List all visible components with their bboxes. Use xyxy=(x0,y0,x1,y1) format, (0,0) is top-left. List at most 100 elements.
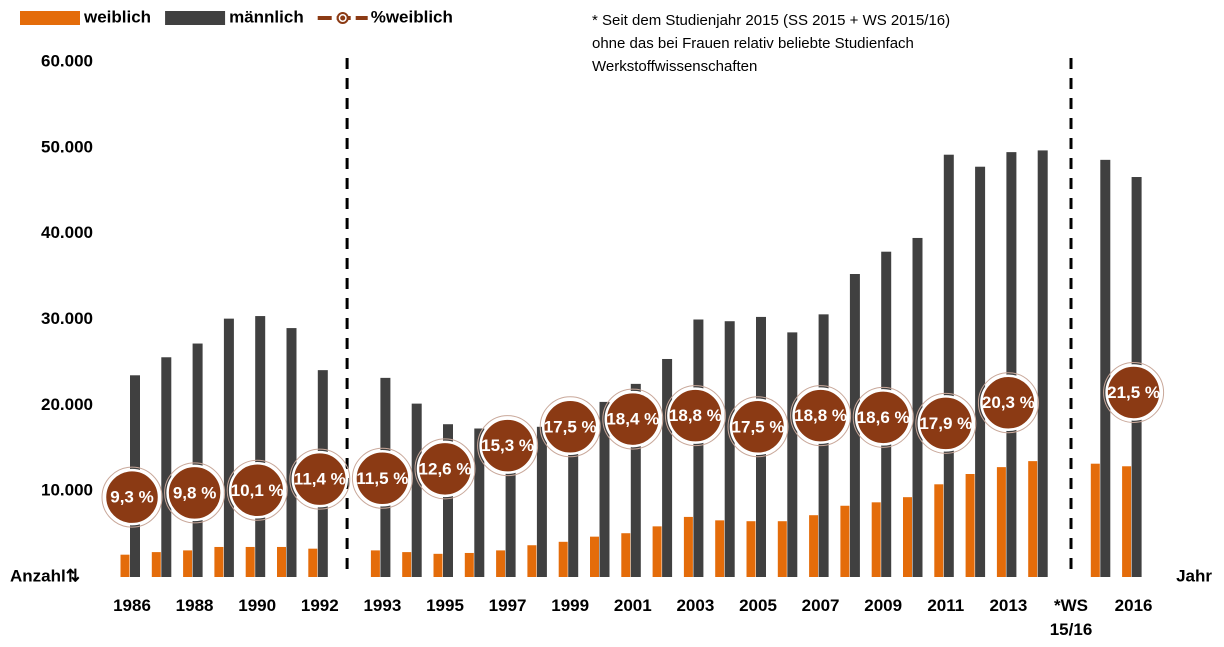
bar xyxy=(943,154,954,577)
legend-marker-core xyxy=(340,15,346,21)
annotation: Werkstoffwissenschaften xyxy=(592,58,757,75)
bar xyxy=(1122,466,1132,577)
bar xyxy=(871,502,881,577)
y-tick-label: 20.000 xyxy=(41,395,93,414)
bar xyxy=(527,545,537,577)
bar xyxy=(693,319,704,577)
percent-marker-ring xyxy=(664,385,726,447)
legend-label: weiblich xyxy=(83,7,151,26)
annotation: * Seit dem Studienjahr 2015 (SS 2015 + W… xyxy=(592,12,950,29)
bar xyxy=(599,401,610,577)
bar xyxy=(161,357,172,577)
bar xyxy=(965,474,975,577)
percent-marker-ring xyxy=(289,448,351,510)
percent-marker-ring xyxy=(727,396,789,458)
bar xyxy=(1028,461,1038,577)
bar xyxy=(912,237,923,578)
x-tick-label: *WS 15/16 xyxy=(1049,596,1093,639)
bar xyxy=(975,166,986,577)
x-tick-label: 2011 xyxy=(927,596,965,615)
bar xyxy=(151,552,161,577)
bar xyxy=(662,358,673,577)
legend-swatch xyxy=(20,11,80,25)
data-label: 15,3 % xyxy=(481,436,534,455)
percent-marker xyxy=(228,462,286,519)
percent-marker-ring xyxy=(852,386,914,448)
percent-marker xyxy=(479,417,536,474)
bar xyxy=(777,521,787,577)
percent-marker-ring xyxy=(101,466,163,528)
bar xyxy=(277,546,286,577)
x-tick-label: 2013 xyxy=(989,596,1028,615)
percent-marker xyxy=(854,389,912,446)
x-tick-label: 2003 xyxy=(676,596,715,615)
percent-marker-ring xyxy=(164,462,226,524)
percent-marker xyxy=(917,395,975,452)
percent-marker-ring xyxy=(977,372,1039,434)
percent-marker xyxy=(416,440,474,498)
bar xyxy=(787,332,798,577)
bar xyxy=(286,328,297,577)
bar xyxy=(214,546,224,577)
x-tick-label: 1990 xyxy=(238,596,277,615)
percent-marker-ring xyxy=(414,438,476,500)
legend-label: männlich xyxy=(229,7,304,26)
x-tick-label: 2005 xyxy=(739,596,777,615)
x-tick-label: 2007 xyxy=(801,596,840,615)
percent-marker-ring xyxy=(351,447,413,509)
bar xyxy=(255,316,266,577)
percent-marker-ring xyxy=(915,392,977,454)
x-tick-label: 2016 xyxy=(1114,596,1153,615)
bar xyxy=(746,521,756,577)
data-label: 18,8 % xyxy=(669,406,722,425)
bar xyxy=(1090,463,1100,577)
bar xyxy=(558,541,568,577)
legend-swatch xyxy=(165,11,226,25)
bar xyxy=(402,552,412,577)
bar xyxy=(1006,152,1017,577)
bar xyxy=(683,516,693,577)
percent-marker xyxy=(103,468,161,526)
bar xyxy=(411,403,422,577)
data-label: 18,6 % xyxy=(857,408,910,427)
bar xyxy=(370,550,380,577)
data-label: 20,3 % xyxy=(982,393,1035,412)
data-label: 18,8 % xyxy=(794,406,847,425)
legend-label: %weiblich xyxy=(371,7,453,26)
annotation: ohne das bei Frauen relativ beliebte Stu… xyxy=(592,35,914,52)
x-tick-label: 1986 xyxy=(113,596,151,615)
x-tick-label: 1988 xyxy=(175,596,214,615)
x-tick-label: 1997 xyxy=(488,596,527,615)
percent-marker-ring xyxy=(539,396,601,458)
bar xyxy=(621,533,631,577)
y-tick-label: 10.000 xyxy=(41,481,93,500)
bar xyxy=(568,413,579,577)
bar xyxy=(724,321,735,577)
bar xyxy=(630,383,641,577)
percent-marker-ring xyxy=(1103,361,1165,423)
percent-marker xyxy=(980,374,1037,432)
bar xyxy=(809,515,819,577)
y-tick-label: 30.000 xyxy=(41,309,93,328)
bar xyxy=(443,424,453,577)
bar xyxy=(505,435,516,577)
percent-marker-ring xyxy=(477,415,539,477)
percent-marker-ring xyxy=(790,385,852,447)
percent-marker-ring xyxy=(226,459,288,521)
percent-marker xyxy=(166,464,223,522)
bar xyxy=(1037,150,1048,578)
percent-marker xyxy=(729,398,787,456)
bar xyxy=(1100,159,1111,577)
bar xyxy=(464,552,474,577)
y-tick-label: 60.000 xyxy=(41,51,93,70)
bar xyxy=(996,467,1006,577)
x-tick-label: 2001 xyxy=(613,596,652,615)
bar xyxy=(223,318,234,577)
y-tick-label: 40.000 xyxy=(41,223,93,242)
x-tick-label: 2009 xyxy=(864,596,903,615)
bar xyxy=(120,554,130,577)
percent-marker xyxy=(792,387,849,444)
data-label: 10,1 % xyxy=(231,481,284,500)
bar xyxy=(192,343,203,577)
bar xyxy=(496,550,506,577)
